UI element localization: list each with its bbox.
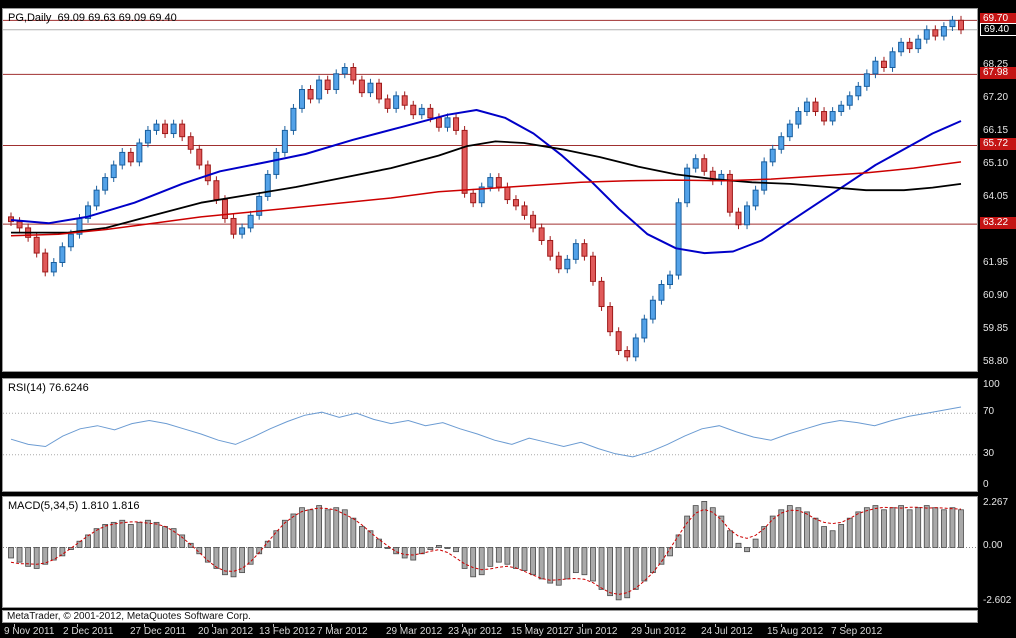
time-axis-tick xyxy=(781,624,782,627)
macd-panel[interactable]: MACD(5,34,5) 1.810 1.816 xyxy=(2,496,978,608)
time-axis-tick xyxy=(462,624,463,627)
macd-histogram xyxy=(8,501,964,601)
time-axis-label: 15 Aug 2012 xyxy=(767,626,824,637)
price-scale-label: 66.15 xyxy=(983,124,1009,136)
time-axis-label: 29 Jun 2012 xyxy=(631,626,687,637)
rsi-label: RSI(14) 76.6246 xyxy=(8,382,89,394)
price-level-lines xyxy=(3,19,977,225)
macd-label: MACD(5,34,5) 1.810 1.816 xyxy=(8,500,140,512)
price-level-badge: 65.72 xyxy=(980,138,1016,151)
time-axis-label: 29 Mar 2012 xyxy=(386,626,443,637)
time-axis-tick xyxy=(715,624,716,627)
rsi-scale-label: 100 xyxy=(983,379,1000,390)
price-scale-label: 65.10 xyxy=(983,157,1009,169)
time-axis-tick xyxy=(14,624,15,627)
time-axis-label: 2 Dec 2011 xyxy=(63,626,114,637)
price-level-badge: 63.22 xyxy=(980,217,1016,230)
time-axis-label: 13 Feb 2012 xyxy=(259,626,316,637)
macd-scale-label: 2.267 xyxy=(983,497,1009,508)
time-axis-tick xyxy=(582,624,583,627)
time-axis-label: 7 Jun 2012 xyxy=(568,626,618,637)
time-axis-tick xyxy=(645,624,646,627)
rsi-scale-label: 70 xyxy=(983,406,995,418)
time-axis-tick xyxy=(77,624,78,627)
rsi-chart xyxy=(3,406,977,458)
macd-chart xyxy=(3,501,977,601)
time-axis-tick xyxy=(144,624,145,627)
price-level-badge: 69.70 xyxy=(980,13,1016,26)
time-axis-label: 15 May 2012 xyxy=(511,626,569,637)
price-scale-label: 68.25 xyxy=(983,58,1009,70)
time-axis-tick xyxy=(331,624,332,627)
time-axis-label: 27 Dec 2011 xyxy=(130,626,186,637)
time-axis-label: 7 Sep 2012 xyxy=(831,626,883,637)
price-scale-label: 60.90 xyxy=(983,290,1009,302)
copyright-text: MetaTrader, © 2001-2012, MetaQuotes Soft… xyxy=(7,611,251,622)
time-axis-label: 24 Jul 2012 xyxy=(701,626,753,637)
rsi-panel[interactable]: RSI(14) 76.6246 xyxy=(2,378,978,492)
macd-scale-label: 0.00 xyxy=(983,540,1003,552)
price-level-badge: 67.98 xyxy=(980,67,1016,80)
main-chart-panel[interactable]: PG,Daily 69.09 69.63 69.09 69.40 xyxy=(2,8,978,372)
rsi-line xyxy=(10,406,962,458)
macd-scale-label: -2.602 xyxy=(983,595,1012,606)
candlestick-chart xyxy=(3,15,977,362)
ma-blue xyxy=(10,109,962,255)
time-axis-tick xyxy=(845,624,846,627)
ma-red xyxy=(10,161,962,237)
macd-signal-line xyxy=(10,506,962,595)
price-scale[interactable]: 68.25 67.20 66.15 65.10 64.05 61.95 60.90 59.85… xyxy=(980,0,1016,638)
footer-strip: MetaTrader, © 2001-2012, MetaQuotes Soft… xyxy=(2,610,978,623)
candles xyxy=(8,15,964,362)
time-axis-tick xyxy=(273,624,274,627)
time-axis-label: 20 Jan 2012 xyxy=(198,626,254,637)
current-price-badge: 69.40 xyxy=(980,22,1016,36)
price-scale-label: 58.80 xyxy=(983,356,1009,368)
time-axis-label: 9 Nov 2011 xyxy=(4,626,55,637)
rsi-scale-label: 30 xyxy=(983,447,995,459)
time-axis-label: 7 Mar 2012 xyxy=(317,626,368,637)
price-scale-label: 59.85 xyxy=(983,323,1009,335)
time-axis-label: 23 Apr 2012 xyxy=(448,626,502,637)
price-scale-label: 64.05 xyxy=(983,191,1009,203)
price-scale-label: 67.20 xyxy=(983,91,1009,103)
ma-black xyxy=(11,140,962,234)
time-axis-tick xyxy=(212,624,213,627)
time-axis-tick xyxy=(400,624,401,627)
rsi-scale-label: 0 xyxy=(983,479,989,490)
price-scale-label: 61.95 xyxy=(983,257,1009,269)
time-axis-tick xyxy=(525,624,526,627)
time-axis[interactable]: 9 Nov 2011 2 Dec 2011 27 Dec 2011 20 Jan 20… xyxy=(2,624,978,638)
chart-symbol-ohlc: PG,Daily 69.09 69.63 69.09 69.40 xyxy=(8,12,177,24)
